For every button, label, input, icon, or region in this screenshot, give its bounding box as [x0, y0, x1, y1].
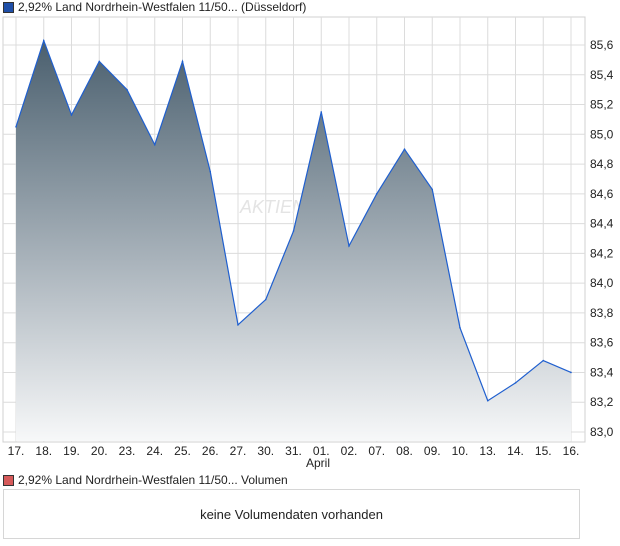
x-tick-label: 30. [257, 444, 274, 458]
y-tick-label: 83,4 [590, 365, 614, 379]
x-tick-label: 23. [119, 444, 136, 458]
x-tick-label: 07. [368, 444, 385, 458]
x-tick-label: 14. [507, 444, 524, 458]
x-tick-label: 27. [230, 444, 247, 458]
y-tick-label: 84,4 [590, 217, 614, 231]
watermark: AKTIEN [239, 197, 306, 217]
y-tick-label: 85,4 [590, 68, 614, 82]
data-point [320, 111, 323, 113]
data-point [237, 324, 239, 326]
x-tick-label: 08. [396, 444, 413, 458]
y-tick-label: 84,0 [590, 276, 614, 290]
x-tick-label: 13. [479, 444, 496, 458]
data-point [486, 399, 489, 402]
price-area [16, 40, 571, 441]
volume-legend-label: 2,92% Land Nordrhein-Westfalen 11/50... … [18, 473, 288, 487]
data-point [570, 371, 572, 374]
price-legend: 2,92% Land Nordrhein-Westfalen 11/50... … [3, 0, 306, 14]
y-tick-label: 83,0 [590, 425, 614, 439]
x-tick-label: 24. [146, 444, 163, 458]
price-chart: AKTIEN 17. 18. 19. 20. 23. 24. 25. 26. 27. 30. 31.… [2, 16, 614, 470]
data-point [348, 245, 350, 247]
x-tick-label: 10. [452, 444, 469, 458]
x-tick-label: 01. [313, 444, 330, 458]
y-tick-label: 85,6 [590, 38, 614, 52]
x-tick-label: 02. [341, 444, 358, 458]
y-tick-label: 83,8 [590, 306, 614, 320]
volume-legend: 2,92% Land Nordrhein-Westfalen 11/50... … [3, 473, 288, 487]
x-tick-label: 25. [174, 444, 191, 458]
data-point [15, 126, 17, 128]
data-point [70, 114, 73, 116]
y-tick-label: 84,6 [590, 187, 614, 201]
data-point [181, 60, 184, 63]
y-tick-label: 84,8 [590, 157, 614, 171]
y-tick-label: 83,2 [590, 395, 614, 409]
x-tick-label: 20. [91, 444, 108, 458]
data-point [459, 327, 461, 329]
x-tick-label: 15. [535, 444, 552, 458]
data-point [542, 359, 545, 362]
price-legend-swatch [3, 1, 14, 13]
x-tick-label: 19. [63, 444, 80, 458]
data-point [126, 88, 128, 91]
data-point [375, 193, 378, 195]
data-point [292, 230, 295, 232]
x-tick-label: 09. [424, 444, 441, 458]
x-tick-label: 17. [8, 444, 25, 458]
x-tick-label: 31. [285, 444, 302, 458]
y-tick-label: 85,0 [590, 127, 614, 141]
x-axis-label: April [306, 456, 330, 470]
data-point [209, 170, 212, 173]
y-tick-label: 85,2 [590, 98, 614, 112]
volume-empty-message: keine Volumendaten vorhanden [200, 506, 383, 522]
x-tick-label: 26. [202, 444, 219, 458]
data-point [514, 382, 517, 384]
y-tick-label: 83,6 [590, 336, 614, 350]
data-point [264, 298, 267, 301]
y-tick-label: 84,2 [590, 246, 614, 260]
data-point [42, 39, 45, 42]
data-point [403, 148, 406, 150]
x-tick-label: 18. [35, 444, 52, 458]
data-point [153, 143, 156, 146]
price-legend-label: 2,92% Land Nordrhein-Westfalen 11/50... … [18, 0, 307, 14]
data-point [98, 60, 101, 63]
x-tick-label: 16. [563, 444, 580, 458]
volume-panel: keine Volumendaten vorhanden [3, 489, 580, 539]
volume-legend-swatch [3, 474, 14, 486]
data-point [431, 188, 434, 191]
